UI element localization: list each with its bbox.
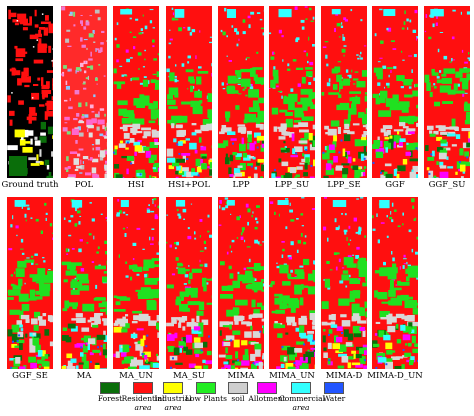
classification-panel xyxy=(61,197,107,369)
classification-panel xyxy=(166,197,212,369)
legend-label: Residential xyxy=(121,394,165,403)
legend-swatch xyxy=(196,382,216,394)
classification-map-image xyxy=(166,6,212,178)
classification-panel xyxy=(166,6,212,178)
panel-caption: POL xyxy=(74,180,94,190)
classification-panel xyxy=(113,197,159,369)
classification-map-image xyxy=(269,6,315,178)
panel-caption: MIMA-D_UN xyxy=(367,371,423,381)
panel-caption: LPP_SU xyxy=(274,180,310,190)
classification-map-image xyxy=(424,6,470,178)
panel-caption: LPP xyxy=(232,180,250,190)
legend-swatch xyxy=(133,382,153,394)
panel-caption: MA_SU xyxy=(172,371,206,381)
legend-label: Low Plants xyxy=(185,394,227,403)
legend-label: Allotment xyxy=(248,394,286,403)
classification-map-image xyxy=(166,197,212,369)
legend-item: Residential area xyxy=(121,382,165,412)
legend-label: soil xyxy=(231,394,245,403)
legend-item: Low Plants xyxy=(184,382,228,403)
legend-item: Forest xyxy=(88,382,132,403)
classification-map-image xyxy=(113,197,159,369)
classification-map-image xyxy=(269,197,315,369)
classification-panel xyxy=(424,6,470,178)
legend-label-line2: area xyxy=(134,403,152,412)
classification-map-image xyxy=(321,197,367,369)
classification-map-image xyxy=(7,197,53,369)
classification-map-image xyxy=(113,6,159,178)
legend-item: Commercial area xyxy=(279,382,325,412)
legend-swatch xyxy=(100,382,120,394)
panel-caption: Ground truth xyxy=(1,180,59,190)
legend-item: soil xyxy=(216,382,260,403)
classification-panel xyxy=(7,6,53,178)
classification-map-image xyxy=(7,6,53,178)
legend-swatch xyxy=(257,382,277,394)
classification-panel xyxy=(61,6,107,178)
classification-panel xyxy=(269,197,315,369)
classification-panel xyxy=(113,6,159,178)
classification-panel xyxy=(372,6,418,178)
classification-panel xyxy=(269,6,315,178)
legend-swatch xyxy=(291,382,311,394)
classification-map-image xyxy=(372,6,418,178)
classification-panel xyxy=(372,197,418,369)
classification-map-image xyxy=(61,6,107,178)
panel-caption: MA_UN xyxy=(119,371,153,381)
classification-map-image xyxy=(61,197,107,369)
panel-caption: GGF_SU xyxy=(428,180,466,190)
classification-map-image xyxy=(218,6,264,178)
legend-label: Commercial xyxy=(279,394,325,403)
classification-map-image xyxy=(218,197,264,369)
classification-map-image xyxy=(321,6,367,178)
classification-map-image xyxy=(372,197,418,369)
classification-panel xyxy=(321,6,367,178)
legend-label: Forest xyxy=(97,394,123,403)
legend-item: Water xyxy=(312,382,356,403)
panel-caption: LPP_SE xyxy=(327,180,361,190)
legend-swatch xyxy=(228,382,248,394)
panel-caption: HSI+POL xyxy=(167,180,211,190)
panel-caption: GGF xyxy=(385,180,405,190)
panel-caption: GGF_SE xyxy=(12,371,48,381)
legend-swatch xyxy=(163,382,183,394)
legend-label-line2: area xyxy=(164,403,182,412)
classification-panel xyxy=(7,197,53,369)
classification-panel xyxy=(321,197,367,369)
legend-label: Water xyxy=(322,394,346,403)
panel-caption: HSI xyxy=(127,180,145,190)
legend-item: Industrial area xyxy=(151,382,195,412)
panel-caption: MA xyxy=(76,371,92,381)
classification-panel xyxy=(218,6,264,178)
legend-label: Industrial xyxy=(154,394,192,403)
panel-caption: MIMA-D xyxy=(325,371,363,381)
panel-caption: MIMA_UN xyxy=(269,371,315,381)
legend-item: Allotment xyxy=(245,382,289,403)
legend-label-line2: area xyxy=(292,403,310,412)
panel-caption: MIMA xyxy=(227,371,255,381)
legend-swatch xyxy=(324,382,344,394)
classification-panel xyxy=(218,197,264,369)
